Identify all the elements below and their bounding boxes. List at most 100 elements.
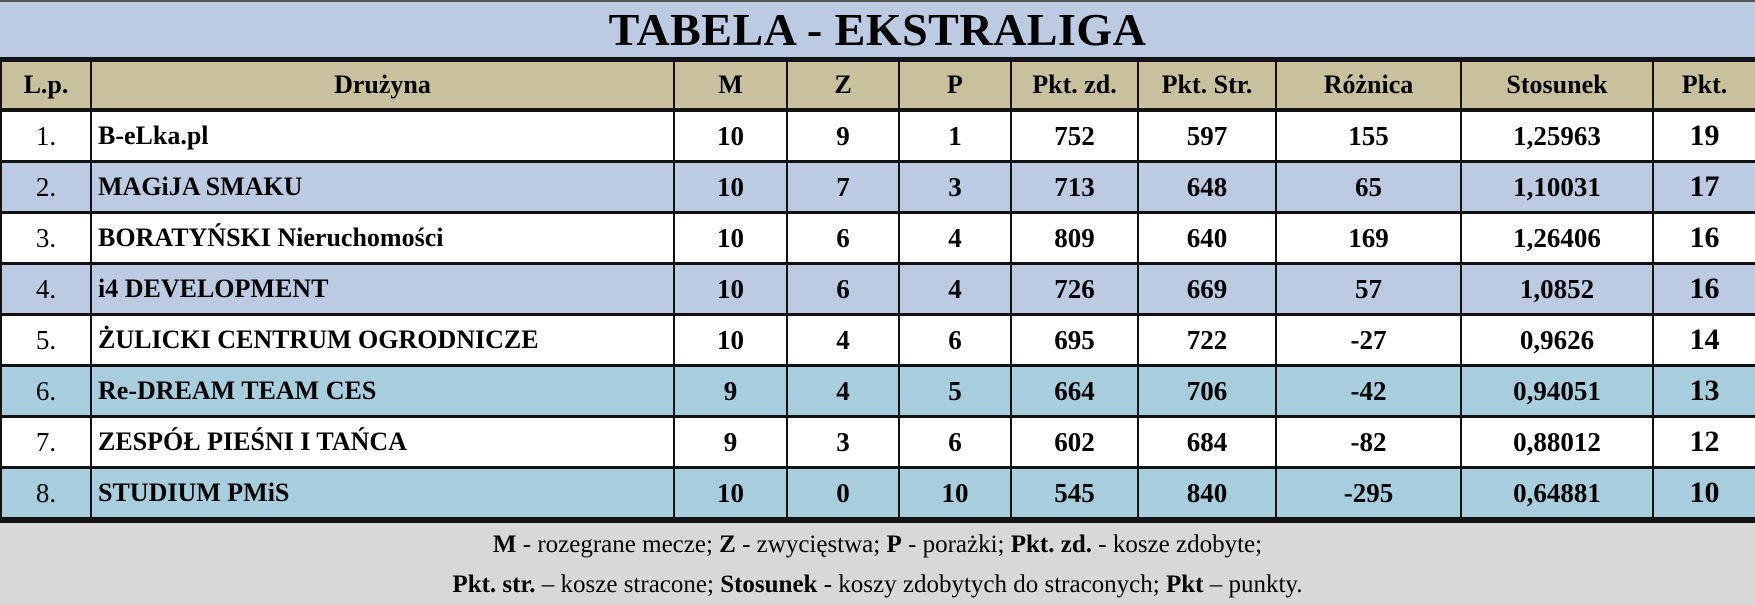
cell-lp: 6.: [0, 364, 92, 418]
cell-wins: 6: [786, 262, 900, 316]
legend-term: Pkt. zd.: [1010, 531, 1092, 558]
cell-lp: 5.: [0, 313, 92, 367]
cell-team: STUDIUM PMiS: [90, 466, 675, 523]
table-row: 6. Re-DREAM TEAM CES 9 4 5 664 706 -42 0,94051 13: [0, 364, 1755, 418]
cell-team: MAGiJA SMAKU: [90, 160, 675, 214]
cell-ratio: 0,88012: [1460, 415, 1654, 469]
cell-team: BORATYŃSKI Nieruchomości: [90, 211, 675, 265]
cell-pkt: 19: [1652, 109, 1755, 163]
cell-losses: 1: [898, 109, 1012, 163]
legend-line-2: Pkt. str. – kosze stracone; Stosunek - k…: [0, 565, 1755, 605]
cell-difference: -82: [1275, 415, 1462, 469]
cell-wins: 7: [786, 160, 900, 214]
cell-wins: 9: [786, 109, 900, 163]
cell-ratio: 1,10031: [1460, 160, 1654, 214]
cell-team: B-eLka.pl: [90, 109, 675, 163]
cell-points-scored: 602: [1010, 415, 1139, 469]
cell-losses: 5: [898, 364, 1012, 418]
col-header-pkt-zd: Pkt. zd.: [1010, 60, 1139, 112]
legend-desc: – punkty.: [1203, 571, 1303, 598]
legend-term: M: [492, 531, 517, 558]
legend-desc: – kosze stracone;: [535, 571, 721, 598]
cell-lp: 4.: [0, 262, 92, 316]
cell-team: ŻULICKI CENTRUM OGRODNICZE: [90, 313, 675, 367]
cell-lp: 1.: [0, 109, 92, 163]
cell-difference: 65: [1275, 160, 1462, 214]
cell-wins: 4: [786, 313, 900, 367]
col-header-pkt: Pkt.: [1652, 60, 1755, 112]
table-title: TABELA - EKSTRALIGA: [0, 0, 1755, 60]
col-header-z: Z: [786, 60, 900, 112]
cell-difference: -42: [1275, 364, 1462, 418]
cell-wins: 6: [786, 211, 900, 265]
cell-points-lost: 722: [1137, 313, 1277, 367]
cell-lp: 8.: [0, 466, 92, 523]
cell-lp: 7.: [0, 415, 92, 469]
col-header-roznica: Różnica: [1275, 60, 1462, 112]
cell-matches: 10: [673, 211, 788, 265]
cell-ratio: 0,64881: [1460, 466, 1654, 523]
cell-wins: 4: [786, 364, 900, 418]
legend-term: Z: [719, 531, 736, 558]
cell-ratio: 1,0852: [1460, 262, 1654, 316]
cell-losses: 10: [898, 466, 1012, 523]
cell-points-scored: 664: [1010, 364, 1139, 418]
cell-matches: 9: [673, 364, 788, 418]
table-row: 2. MAGiJA SMAKU 10 7 3 713 648 65 1,10031 17: [0, 160, 1755, 214]
cell-pkt: 16: [1652, 262, 1755, 316]
cell-ratio: 1,25963: [1460, 109, 1654, 163]
cell-points-scored: 545: [1010, 466, 1139, 523]
cell-team: ZESPÓŁ PIEŚNI I TAŃCA: [90, 415, 675, 469]
cell-points-lost: 706: [1137, 364, 1277, 418]
cell-points-scored: 726: [1010, 262, 1139, 316]
legend-desc: - koszy zdobytych do straconych;: [817, 571, 1166, 598]
cell-points-lost: 648: [1137, 160, 1277, 214]
cell-points-lost: 640: [1137, 211, 1277, 265]
cell-matches: 10: [673, 262, 788, 316]
cell-losses: 6: [898, 415, 1012, 469]
cell-matches: 10: [673, 109, 788, 163]
table-row: 4. i4 DEVELOPMENT 10 6 4 726 669 57 1,0852 16: [0, 262, 1755, 316]
legend-desc: - kosze zdobyte;: [1092, 531, 1263, 558]
cell-difference: -295: [1275, 466, 1462, 523]
cell-pkt: 17: [1652, 160, 1755, 214]
cell-difference: 57: [1275, 262, 1462, 316]
cell-points-lost: 840: [1137, 466, 1277, 523]
legend-desc: - zwycięstwa;: [735, 531, 887, 558]
table-row: 8. STUDIUM PMiS 10 0 10 545 840 -295 0,64881 10: [0, 466, 1755, 523]
cell-points-scored: 695: [1010, 313, 1139, 367]
legend: M - rozegrane mecze; Z - zwycięstwa; P -…: [0, 523, 1755, 605]
cell-matches: 10: [673, 160, 788, 214]
col-header-team: Drużyna: [90, 60, 675, 112]
cell-difference: -27: [1275, 313, 1462, 367]
cell-difference: 169: [1275, 211, 1462, 265]
legend-term: P: [886, 531, 902, 558]
table-row: 1. B-eLka.pl 10 9 1 752 597 155 1,25963 19: [0, 109, 1755, 163]
legend-term: Pkt: [1165, 571, 1204, 598]
cell-pkt: 10: [1652, 466, 1755, 523]
cell-lp: 2.: [0, 160, 92, 214]
legend-desc: - porażki;: [901, 531, 1011, 558]
table-row: 3. BORATYŃSKI Nieruchomości 10 6 4 809 640 169 1…: [0, 211, 1755, 265]
cell-losses: 4: [898, 211, 1012, 265]
cell-wins: 0: [786, 466, 900, 523]
cell-points-scored: 809: [1010, 211, 1139, 265]
table-row: 7. ZESPÓŁ PIEŚNI I TAŃCA 9 3 6 602 684 -82 0,880…: [0, 415, 1755, 469]
cell-difference: 155: [1275, 109, 1462, 163]
cell-points-lost: 597: [1137, 109, 1277, 163]
col-header-stosunek: Stosunek: [1460, 60, 1654, 112]
cell-matches: 10: [673, 466, 788, 523]
header-row: L.p. Drużyna M Z P Pkt. zd. Pkt. Str. Ró…: [0, 60, 1755, 112]
standings-table: L.p. Drużyna M Z P Pkt. zd. Pkt. Str. Ró…: [0, 60, 1755, 523]
cell-team: i4 DEVELOPMENT: [90, 262, 675, 316]
cell-pkt: 12: [1652, 415, 1755, 469]
cell-team: Re-DREAM TEAM CES: [90, 364, 675, 418]
cell-pkt: 13: [1652, 364, 1755, 418]
cell-pkt: 16: [1652, 211, 1755, 265]
cell-points-scored: 713: [1010, 160, 1139, 214]
cell-points-lost: 669: [1137, 262, 1277, 316]
legend-desc: - rozegrane mecze;: [516, 531, 720, 558]
cell-pkt: 14: [1652, 313, 1755, 367]
legend-term: Pkt. str.: [452, 571, 536, 598]
cell-points-scored: 752: [1010, 109, 1139, 163]
